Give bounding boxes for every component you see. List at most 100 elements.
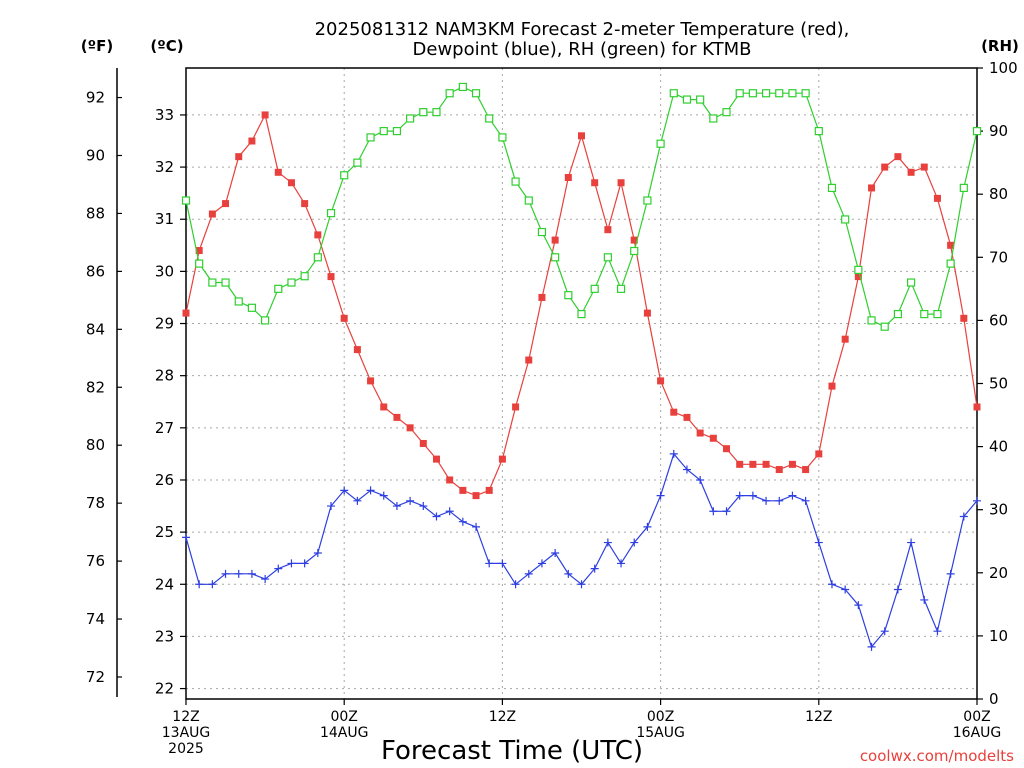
temperature-point: [604, 226, 612, 234]
temperature-point: [512, 403, 520, 411]
rh-point: [748, 89, 757, 98]
temperature-point: [498, 455, 506, 463]
dewpoint-point: [208, 580, 217, 589]
dewpoint-point: [907, 538, 916, 547]
temperature-point: [235, 153, 243, 161]
temperature-point: [564, 174, 572, 182]
temperature-point: [630, 236, 638, 244]
dewpoint-point: [340, 486, 349, 495]
temperature-point: [854, 273, 862, 281]
rh-point: [181, 196, 191, 205]
rh-point: [353, 158, 362, 167]
x-tick-label: 00Z: [647, 709, 674, 725]
celsius-tick-label: 31: [155, 210, 174, 228]
rh-point: [551, 253, 560, 262]
celsius-tick-label: 25: [155, 523, 174, 541]
temperature-point: [538, 293, 546, 301]
temperature-point: [380, 403, 388, 411]
temperature-point: [736, 460, 744, 468]
x-tick-label: 16AUG: [953, 725, 1002, 741]
temperature-point: [472, 492, 480, 500]
temperature-point: [248, 137, 256, 145]
x-tick-label: 00Z: [963, 709, 990, 725]
celsius-tick-label: 24: [155, 575, 174, 593]
chart-title-line-1: 2025081312 NAM3KM Forecast 2-meter Tempe…: [315, 19, 850, 40]
celsius-tick-label: 27: [155, 419, 174, 437]
temperature-point: [960, 314, 968, 322]
rh-point: [946, 259, 955, 268]
dewpoint-point: [775, 496, 784, 505]
fahrenheit-tick-label: 92: [86, 89, 105, 107]
x-tick-label: 13AUG: [162, 725, 211, 741]
dewpoint-point: [379, 491, 388, 500]
dewpoint-point: [973, 496, 981, 505]
rh-point: [564, 291, 573, 300]
rh-series: [181, 82, 982, 331]
temperature-point: [762, 460, 770, 468]
rh-point: [735, 89, 744, 98]
dewpoint-point: [524, 569, 533, 578]
rh-point: [682, 95, 692, 104]
rh-point: [880, 322, 889, 331]
rh-point: [313, 253, 322, 262]
rh-point: [221, 278, 230, 287]
rh-tick-label: 60: [989, 311, 1008, 329]
rh-point: [709, 114, 718, 123]
fahrenheit-tick-label: 72: [86, 668, 105, 686]
temperature-point: [973, 403, 981, 411]
rh-point: [326, 209, 336, 218]
rh-point: [498, 133, 507, 142]
dewpoint-point: [327, 502, 336, 511]
fahrenheit-tick-label: 84: [86, 320, 105, 338]
temperature-point: [683, 413, 691, 421]
temperature-point: [406, 424, 414, 432]
dewpoint-point: [709, 507, 718, 516]
dewpoint-point: [669, 449, 678, 458]
temperature-point: [657, 377, 665, 385]
fahrenheit-tick-label: 74: [86, 610, 105, 628]
rh-point: [867, 316, 876, 325]
rh-tick-label: 30: [989, 501, 1008, 519]
rh-point: [379, 126, 388, 136]
dewpoint-point: [814, 538, 823, 547]
celsius-tick-label: 33: [155, 106, 174, 124]
celsius-tick-label: 22: [155, 680, 174, 698]
temperature-point: [208, 210, 216, 218]
rh-point: [287, 278, 296, 287]
celsius-tick-label: 32: [155, 158, 174, 176]
rh-tick-label: 10: [989, 627, 1008, 645]
dewpoint-point: [577, 580, 586, 589]
temperature-point: [841, 335, 849, 343]
dewpoint-point: [498, 559, 507, 568]
dewpoint-point: [880, 627, 889, 636]
temperature-point: [815, 450, 823, 458]
temperature-point: [709, 434, 717, 442]
rh-point: [827, 183, 837, 192]
temperature-point: [195, 247, 203, 255]
temperature-point: [301, 200, 309, 208]
dewpoint-point: [472, 522, 481, 531]
data-series: [181, 82, 982, 651]
dewpoint-point: [841, 585, 850, 594]
rh-point: [485, 114, 494, 123]
dewpoint-point: [933, 627, 942, 636]
rh-point: [471, 89, 481, 98]
temperature-point: [287, 179, 295, 187]
dewpoint-point: [564, 569, 573, 578]
temperature-point: [353, 346, 361, 354]
celsius-tick-label: 29: [155, 315, 174, 333]
temperature-point: [788, 460, 796, 468]
x-tick-label: 00Z: [330, 709, 357, 725]
temperature-point: [775, 466, 783, 474]
celsius-tick-label: 26: [155, 471, 174, 489]
rh-point: [366, 133, 375, 142]
rh-point: [616, 284, 626, 293]
rh-point: [814, 126, 823, 136]
temperature-point: [314, 231, 322, 239]
rh-point: [906, 278, 916, 287]
temperature-point: [525, 356, 533, 364]
temperature-point: [881, 163, 889, 171]
rh-point: [300, 272, 309, 281]
rh-tick-label: 70: [989, 248, 1008, 266]
